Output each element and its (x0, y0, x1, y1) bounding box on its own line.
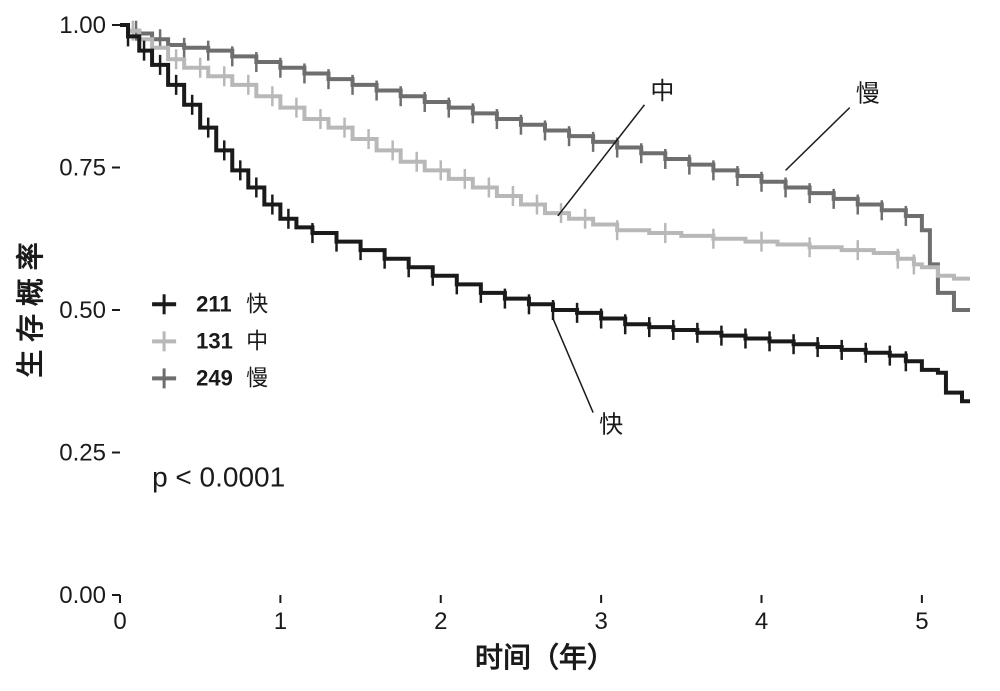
ytick-label: 0.25 (59, 440, 106, 467)
xtick-label: 5 (915, 608, 928, 635)
xtick-label: 2 (434, 608, 447, 635)
legend-label: 中 (246, 328, 268, 353)
ytick-label: 1.00 (59, 12, 106, 39)
pvalue-text: p < 0.0001 (152, 462, 285, 493)
xtick-label: 1 (274, 608, 287, 635)
legend-label: 快 (246, 291, 268, 316)
ytick-label: 0.00 (59, 582, 106, 609)
callout-label: 慢 (856, 81, 880, 108)
survival-chart: 0.00 0.25 0.50 0.75 1.00 0 1 2 3 4 5 时间（年） 生 存 概 率 21… (0, 0, 1000, 691)
legend-n: 211 (196, 291, 232, 316)
y-axis-label: 生 存 概 率 (14, 242, 46, 377)
legend-label: 慢 (246, 365, 268, 390)
legend-n: 249 (196, 365, 233, 390)
xtick-label: 0 (113, 608, 126, 635)
callout-label: 中 (650, 78, 674, 105)
legend-n: 131 (196, 328, 233, 353)
ytick-label: 0.75 (59, 155, 106, 182)
callout-label: 快 (599, 412, 623, 439)
xtick-label: 4 (755, 608, 768, 635)
xtick-label: 3 (594, 608, 607, 635)
x-axis-label: 时间（年） (475, 641, 615, 673)
ytick-label: 0.50 (59, 297, 106, 324)
